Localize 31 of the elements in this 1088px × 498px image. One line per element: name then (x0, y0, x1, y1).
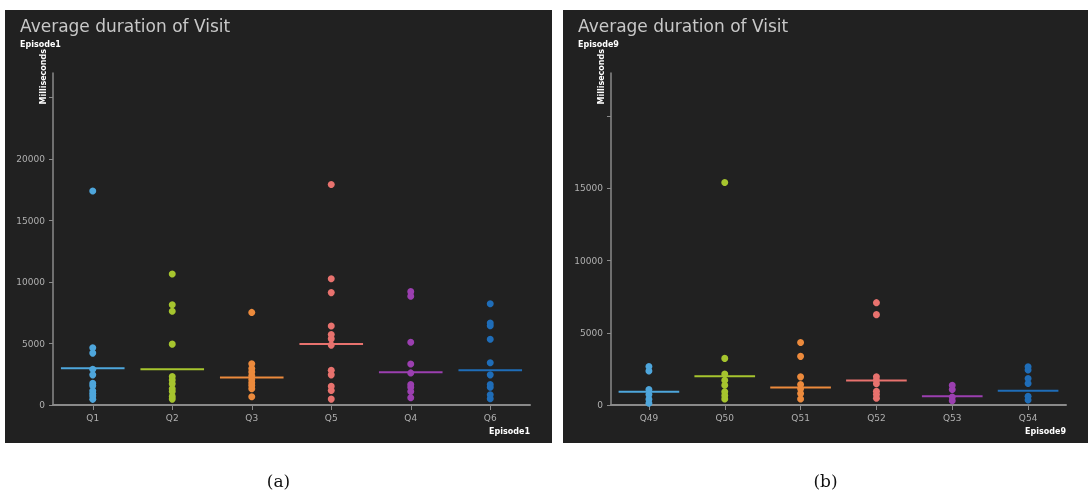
y-tick-label: 5000 (580, 327, 604, 338)
y-axis-title: Milliseconds (38, 48, 48, 105)
x-tick-label: Q2 (165, 412, 179, 423)
x-tick-label: Q4 (404, 412, 418, 423)
y-tick-label: 0 (597, 400, 604, 410)
x-tick-label: Q1 (86, 412, 100, 423)
chart-title: Average duration of Visit (578, 15, 789, 36)
x-tick-label: Q6 (483, 412, 497, 423)
y-tick-label: 20000 (16, 154, 46, 165)
y-tick-label: 15000 (16, 215, 46, 226)
y-axis-title: Milliseconds (596, 48, 606, 105)
x-axis-title: Episode9 (1025, 426, 1067, 436)
x-tick-label: Q50 (715, 412, 735, 423)
y-tick-label: 0 (39, 400, 46, 410)
x-axis-title: Episode1 (489, 426, 531, 436)
y-tick-label: 15000 (574, 183, 604, 194)
chart-subtitle: Episode9 (578, 39, 620, 49)
x-tick-label: Q5 (324, 412, 338, 423)
y-tick-label: 5000 (22, 338, 46, 349)
chart-title: Average duration of Visit (20, 15, 231, 36)
text: (a) (265, 471, 292, 491)
x-tick-label: Q54 (1018, 412, 1038, 423)
x-tick-label: Q51 (791, 412, 810, 423)
chart-subtitle: Episode1 (20, 39, 62, 49)
y-tick-label: 10000 (574, 255, 604, 266)
x-tick-label: Q49 (639, 412, 659, 423)
x-tick-label: Q3 (245, 412, 259, 423)
x-tick-label: Q53 (942, 412, 962, 423)
x-tick-label: Q52 (867, 412, 886, 423)
text: (b) (812, 471, 839, 491)
y-tick-label: 10000 (16, 277, 46, 288)
